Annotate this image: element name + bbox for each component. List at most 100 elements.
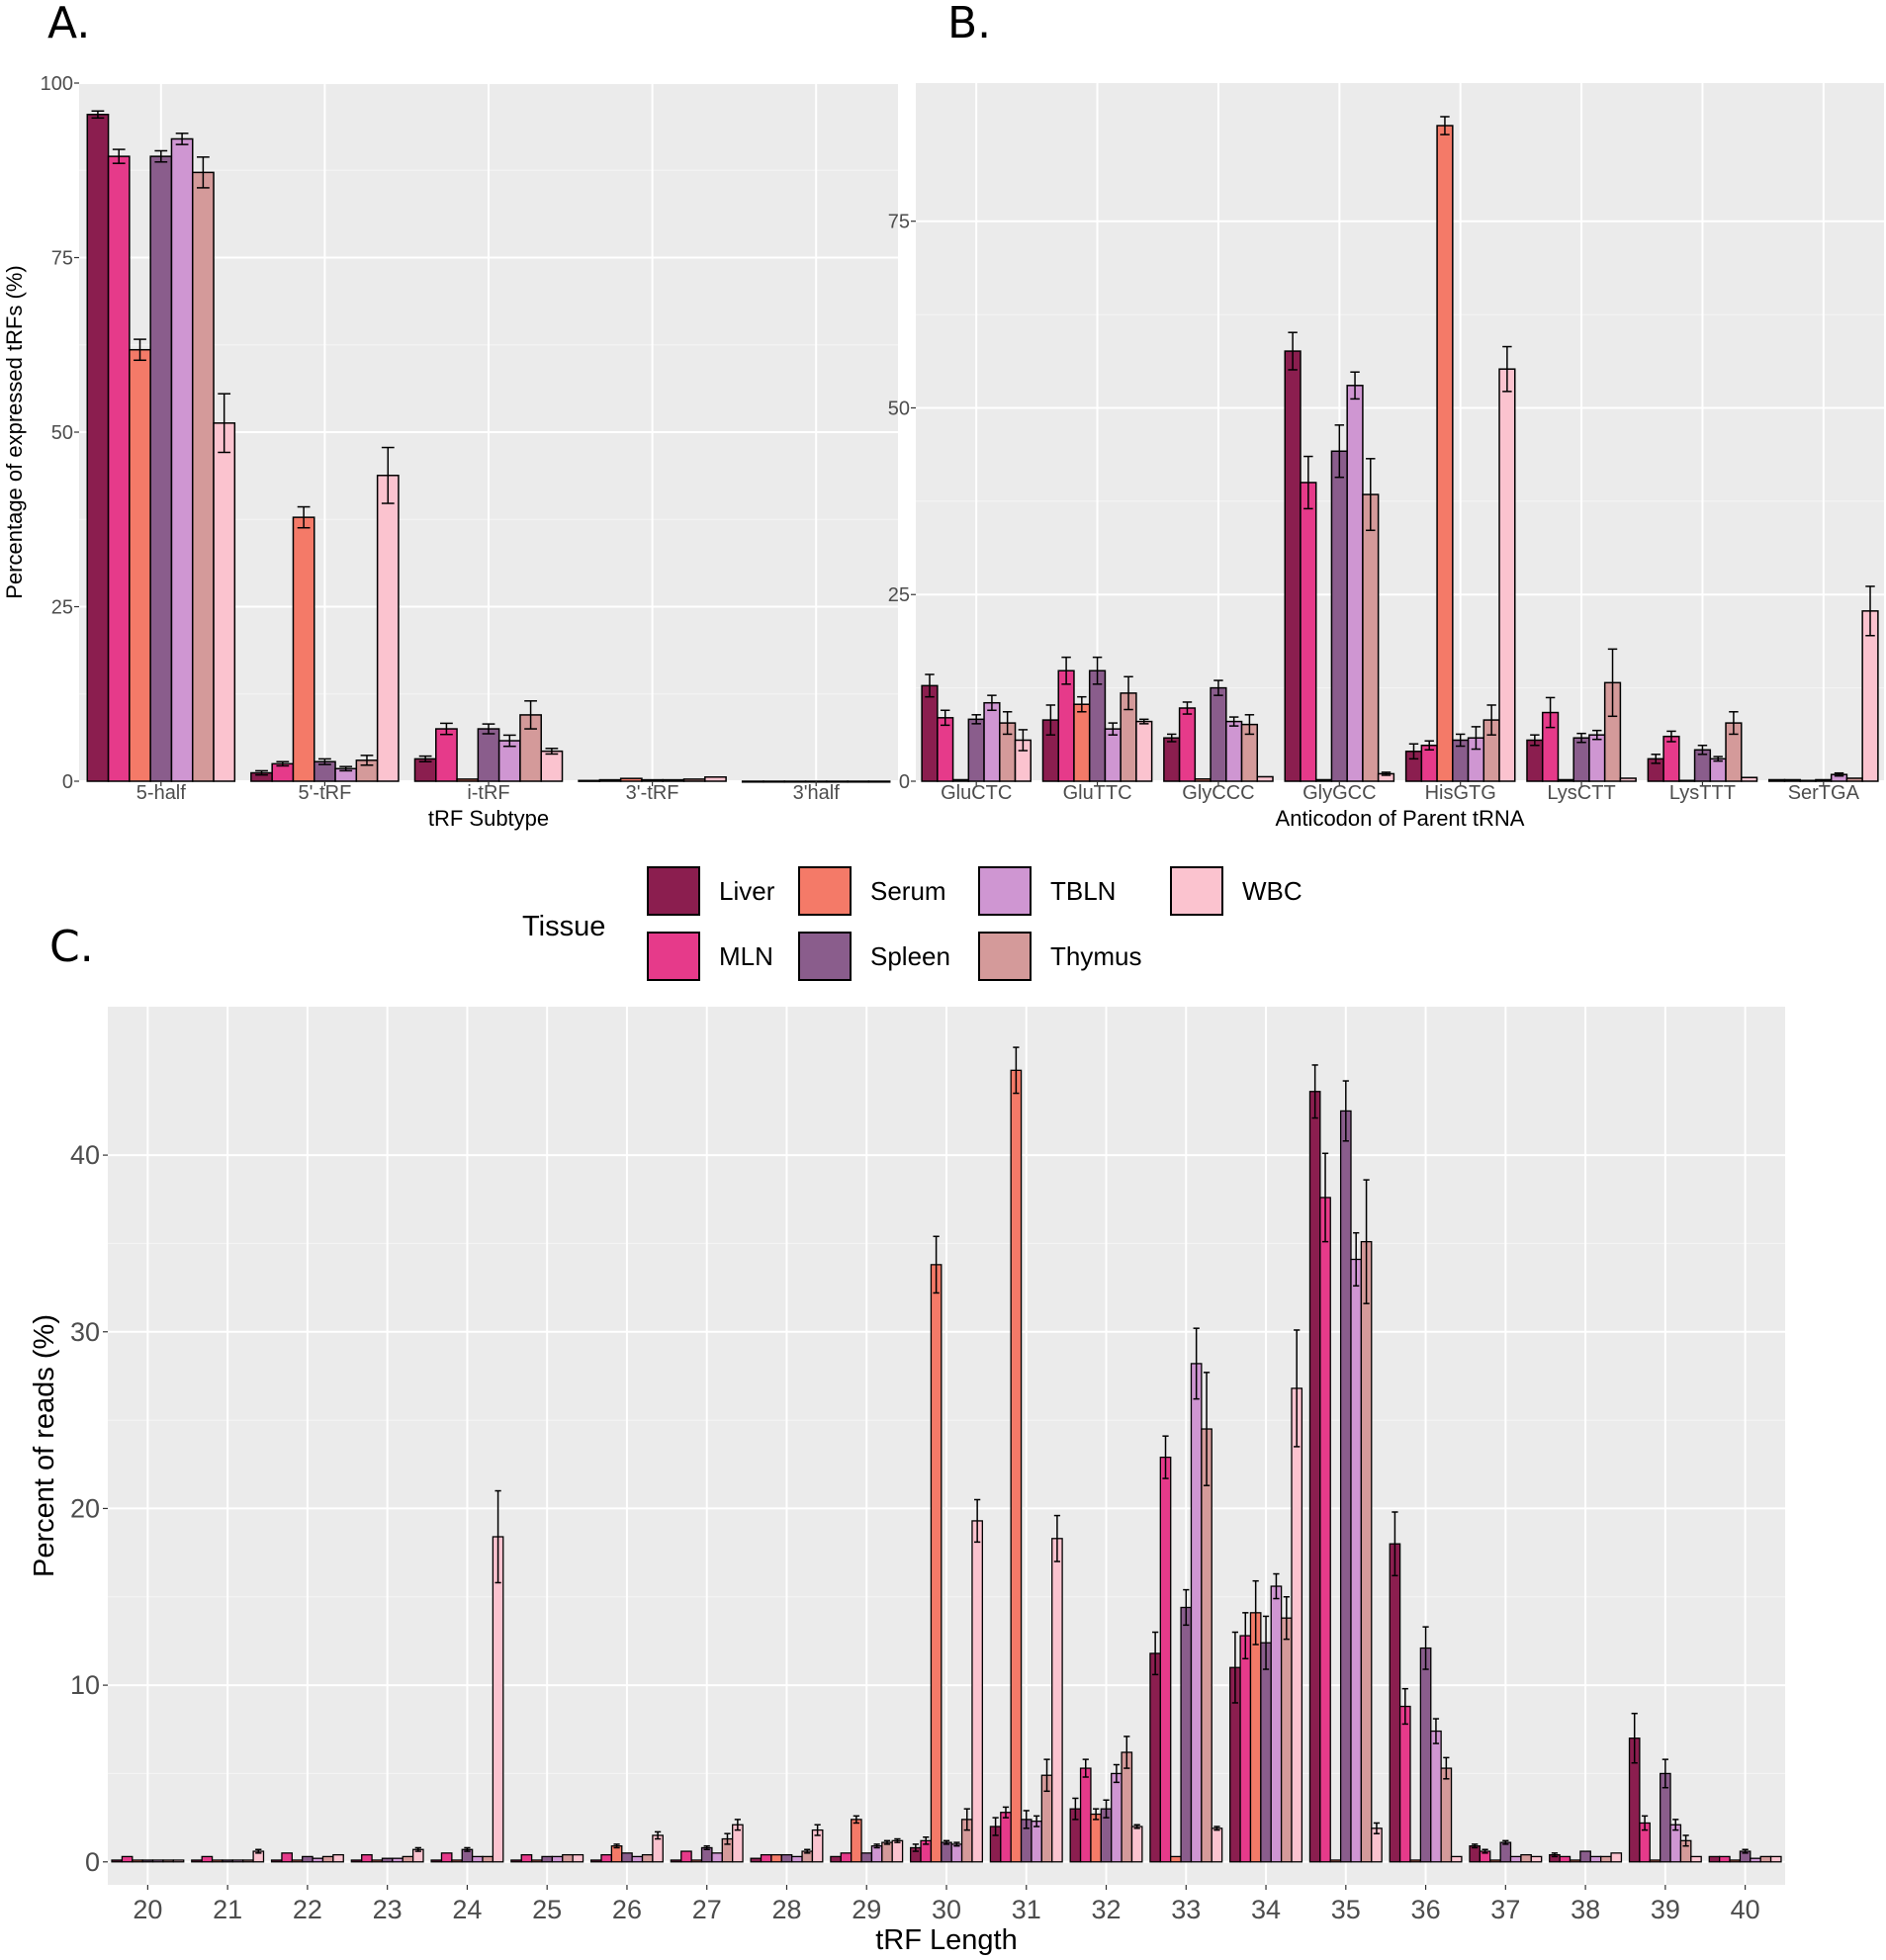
bar-c-mln	[1559, 1855, 1572, 1863]
bar-c-serum	[1489, 1859, 1501, 1863]
y-tick-label: 10	[70, 1670, 100, 1700]
bar-b-spleen	[1210, 686, 1227, 782]
bar-c-thymus	[562, 1853, 574, 1863]
x-tick-label: 37	[1490, 1895, 1520, 1924]
x-tick-label: 34	[1251, 1895, 1281, 1924]
bar-b-wbc	[1861, 610, 1879, 782]
bar-c-spleen	[1499, 1841, 1512, 1863]
x-tick-label: 29	[852, 1895, 881, 1924]
legend-swatch-spleen	[798, 932, 852, 981]
bar-c-wbc	[1769, 1855, 1782, 1863]
bar-c-thymus	[881, 1841, 893, 1863]
bar-c-spleen	[1579, 1850, 1591, 1863]
bar-b-mln	[1300, 482, 1317, 782]
legend-swatch-liver	[647, 866, 700, 916]
x-tick-label: i-tRF	[467, 782, 509, 804]
x-tick-label: 24	[452, 1895, 482, 1924]
bar-c-liver	[111, 1859, 124, 1863]
legend-swatch-mln	[647, 932, 700, 981]
bar-c-serum	[371, 1859, 384, 1863]
bar-c-spleen	[222, 1859, 233, 1863]
legend-label-tbln: TBLN	[1050, 876, 1116, 906]
x-tick-label: 25	[532, 1895, 562, 1924]
x-tick-label: 32	[1092, 1895, 1122, 1924]
legend-swatch-thymus	[978, 932, 1032, 981]
x-tick-label: 23	[373, 1895, 403, 1924]
bar-c-thymus	[1360, 1240, 1373, 1863]
bar-c-thymus	[1280, 1617, 1293, 1863]
bar-c-spleen	[1339, 1110, 1352, 1863]
bar-b-liver	[1284, 350, 1302, 782]
bar-a-thymus	[847, 780, 870, 783]
bar-c-thymus	[1201, 1428, 1212, 1863]
bar-c-tbln	[1270, 1585, 1283, 1863]
bar-c-spleen	[1180, 1606, 1193, 1863]
bar-b-liver	[1163, 737, 1181, 782]
bar-c-tbln	[711, 1852, 723, 1863]
bar-c-wbc	[172, 1859, 185, 1863]
bar-b-spleen	[967, 718, 985, 782]
bar-c-mln	[361, 1853, 373, 1863]
bar-b-tbln	[983, 701, 1001, 782]
bar-c-spleen	[621, 1852, 633, 1863]
bar-b-mln	[1057, 669, 1075, 782]
bar-b-spleen	[1572, 737, 1590, 782]
bar-c-thymus	[482, 1855, 494, 1863]
bar-c-wbc	[1211, 1827, 1223, 1863]
y-tick-label: 0	[85, 1847, 100, 1877]
bar-c-wbc	[572, 1853, 584, 1863]
bar-c-wbc	[1450, 1855, 1463, 1863]
bar-c-thymus	[321, 1855, 334, 1863]
bar-c-tbln	[1111, 1772, 1123, 1863]
bar-b-liver	[921, 684, 939, 782]
bar-b-serum	[1678, 779, 1696, 782]
bar-c-mln	[440, 1852, 453, 1863]
bar-b-wbc	[1619, 777, 1637, 782]
y-tick-label: 40	[70, 1140, 100, 1170]
bar-c-mln	[1079, 1767, 1092, 1863]
bar-c-mln	[1239, 1635, 1252, 1863]
x-tick-label: GluTTC	[1063, 782, 1132, 804]
bar-c-tbln	[1350, 1258, 1363, 1863]
bar-b-tbln	[1225, 720, 1243, 782]
bar-a-mln	[435, 728, 458, 782]
bar-a-wbc	[704, 776, 727, 782]
bar-a-thymus	[682, 778, 706, 782]
x-tick-label: 35	[1331, 1895, 1361, 1924]
bar-c-liver	[1149, 1652, 1161, 1863]
bar-b-tbln	[1104, 728, 1122, 782]
x-tick-label: 38	[1571, 1895, 1600, 1924]
x-tick-label: 5-half	[136, 782, 186, 804]
bar-c-liver	[1389, 1543, 1401, 1863]
bar-c-spleen	[860, 1852, 873, 1863]
bar-c-tbln	[950, 1843, 963, 1863]
legend: Tissue Liver MLN Serum Spleen TBLN Thymus WBC	[522, 866, 1302, 981]
y-axis-title: Percentage of expressed tRFs (%)	[2, 265, 27, 598]
bar-b-mln	[1420, 745, 1438, 782]
bar-b-thymus	[1845, 777, 1863, 782]
bar-c-mln	[201, 1855, 214, 1863]
x-tick-label: LysCTT	[1547, 782, 1615, 804]
y-tick-label: 25	[51, 597, 73, 619]
bar-c-serum	[1329, 1859, 1342, 1863]
bar-c-tbln	[791, 1855, 803, 1863]
bar-c-spleen	[302, 1855, 314, 1863]
bar-a-mln	[107, 155, 131, 782]
bar-c-spleen	[780, 1853, 793, 1863]
bar-c-tbln	[471, 1855, 484, 1863]
x-tick-label: LysTTT	[1669, 782, 1736, 804]
x-tick-label: 26	[612, 1895, 642, 1924]
bar-c-thymus	[402, 1855, 414, 1863]
x-tick-label: 40	[1731, 1895, 1760, 1924]
x-tick-label: 22	[293, 1895, 322, 1924]
bar-c-wbc	[332, 1853, 344, 1863]
bar-c-mln	[1159, 1456, 1172, 1863]
bar-c-wbc	[1530, 1855, 1543, 1863]
bar-c-serum	[451, 1859, 463, 1863]
bar-c-spleen	[541, 1855, 554, 1863]
x-tick-label: 20	[133, 1895, 162, 1924]
plot-background	[916, 83, 1884, 781]
bar-b-serum	[1436, 125, 1454, 782]
bar-c-spleen	[1419, 1647, 1432, 1863]
y-axis-title: Percent of reads (%)	[29, 1314, 60, 1577]
